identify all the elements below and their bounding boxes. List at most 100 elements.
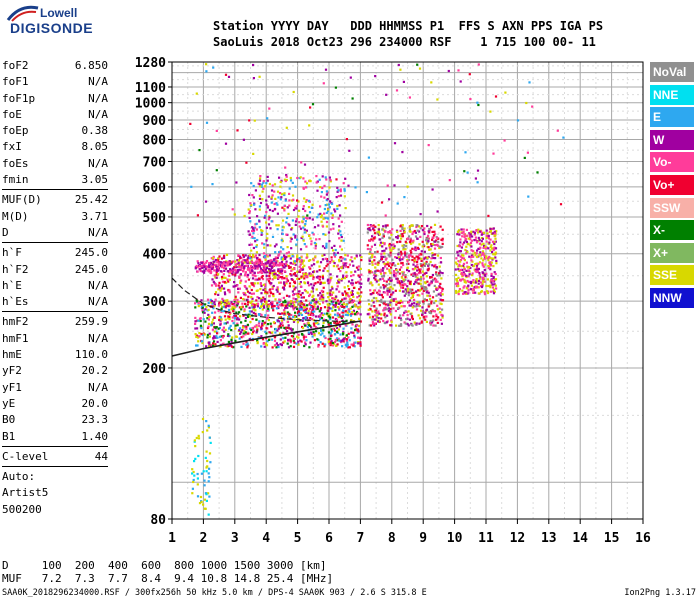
echo-point (306, 217, 309, 220)
echo-point (234, 260, 237, 263)
echo-point (398, 324, 401, 327)
echo-point (477, 103, 480, 107)
echo-point (311, 313, 314, 317)
echo-point (204, 200, 208, 203)
echo-point (465, 240, 468, 244)
echo-point (252, 331, 255, 334)
echo-point (475, 262, 478, 265)
echo-point (416, 273, 419, 276)
echo-point (235, 311, 238, 314)
echo-point (333, 254, 336, 257)
echo-point (397, 235, 400, 238)
echo-point (402, 80, 405, 83)
echo-point (236, 271, 239, 274)
echo-point (238, 311, 241, 314)
echo-point (294, 223, 297, 226)
echo-point (220, 335, 223, 338)
echo-point (298, 221, 301, 224)
echo-point (311, 287, 315, 290)
echo-point (350, 327, 353, 330)
echo-point (372, 239, 375, 242)
echo-point (338, 325, 342, 328)
echo-point (475, 255, 479, 259)
echo-point (192, 470, 195, 474)
echo-point (210, 257, 213, 260)
echo-point (197, 434, 200, 437)
echo-point (273, 269, 276, 272)
echo-point (273, 273, 276, 276)
echo-point (317, 277, 320, 280)
echo-point (475, 252, 478, 255)
echo-point (429, 322, 432, 325)
echo-point (210, 270, 213, 273)
echo-point (208, 495, 211, 498)
echo-point (357, 280, 360, 283)
echo-point (212, 280, 215, 283)
echo-point (277, 344, 280, 347)
echo-point (310, 331, 313, 334)
param-name: foE (2, 107, 22, 121)
echo-point (265, 199, 268, 202)
echo-point (246, 258, 249, 261)
echo-point (379, 313, 383, 316)
echo-point (277, 224, 280, 227)
echo-point (248, 315, 252, 318)
echo-point (416, 301, 419, 304)
echo-point (238, 268, 241, 271)
echo-point (310, 332, 313, 335)
echo-point (205, 63, 208, 66)
echo-point (494, 284, 497, 287)
echo-point (366, 313, 369, 316)
echo-point (435, 266, 438, 269)
echo-point (221, 277, 224, 280)
echo-point (489, 227, 492, 230)
echo-point (400, 237, 403, 240)
echo-point (257, 313, 261, 316)
echo-point (433, 284, 436, 287)
echo-point (234, 335, 237, 338)
echo-point (332, 327, 335, 330)
echo-point (221, 328, 224, 331)
param-row: fxI 8.05 (2, 139, 108, 155)
echo-point (258, 197, 262, 200)
echo-point (262, 306, 266, 309)
echo-point (371, 320, 374, 324)
trace-upper (171, 277, 361, 323)
echo-point (203, 269, 206, 272)
echo-point (226, 321, 229, 324)
echo-point (271, 301, 274, 304)
echo-point (191, 492, 194, 495)
echo-point (285, 294, 289, 297)
echo-point (195, 344, 198, 347)
echo-point (470, 284, 473, 287)
echo-point (305, 199, 308, 202)
echo-point (396, 202, 399, 205)
echo-point (303, 344, 306, 348)
echo-point (202, 262, 206, 265)
echo-point (490, 257, 493, 260)
echo-point (490, 274, 493, 277)
echo-point (259, 185, 262, 188)
echo-point (331, 302, 334, 305)
echo-point (285, 330, 289, 333)
echo-point (425, 262, 428, 265)
echo-point (209, 261, 212, 264)
echo-point (393, 245, 396, 248)
echo-point (356, 324, 359, 327)
echo-point (410, 251, 413, 254)
echo-point (309, 274, 312, 277)
d-distance-line: D 100 200 400 600 800 1000 1500 3000 [km… (2, 559, 327, 572)
echo-point (456, 230, 459, 233)
echo-point (261, 278, 265, 281)
echo-point (237, 265, 240, 268)
echo-point (457, 290, 460, 293)
echo-point (262, 187, 265, 190)
echo-point (440, 302, 443, 306)
echo-point (409, 312, 412, 316)
echo-point (388, 311, 391, 314)
echo-point (388, 276, 392, 280)
echo-point (407, 262, 410, 265)
echo-point (343, 195, 346, 198)
echo-point (409, 288, 412, 291)
echo-point (417, 314, 420, 317)
